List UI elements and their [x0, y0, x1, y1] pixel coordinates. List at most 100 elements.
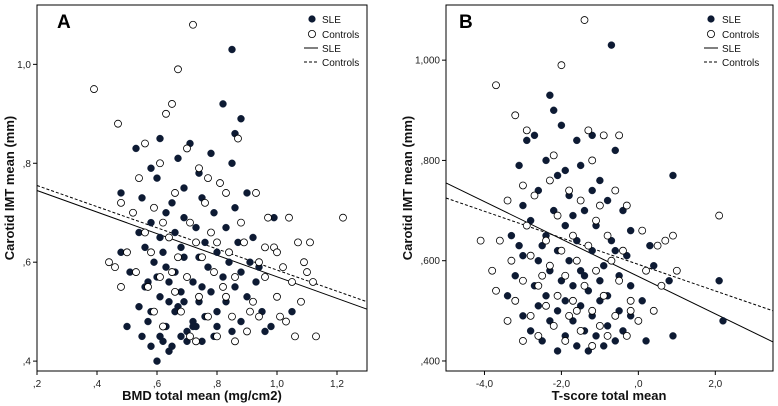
legend-b-sle-marker [707, 15, 715, 23]
point-controls-a [144, 283, 152, 291]
point-controls-a [168, 100, 176, 108]
point-sle-b [611, 246, 619, 255]
y-tick-label-b: ,400 [421, 356, 441, 367]
point-controls-b [592, 216, 600, 225]
point-sle-a [138, 332, 146, 341]
point-sle-b [638, 297, 646, 305]
point-sle-b [646, 241, 654, 250]
point-sle-a [138, 194, 146, 202]
legend-a: SLE Controls SLE Controls [304, 15, 359, 69]
point-sle-a [156, 332, 164, 341]
point-controls-a [294, 238, 302, 247]
point-sle-b [603, 322, 612, 330]
point-sle-a [147, 218, 155, 227]
point-sle-b [515, 241, 523, 250]
point-sle-b [553, 307, 562, 315]
legend-b-controls-fit-label: Controls [722, 58, 759, 69]
point-controls-a [174, 253, 182, 262]
point-controls-a [204, 174, 212, 183]
point-controls-a [234, 134, 242, 143]
point-sle-a [261, 327, 269, 336]
x-axis-title-b: T-score total mean [552, 388, 667, 403]
point-sle-a [198, 283, 206, 291]
y-tick-label-a: ,8 [23, 159, 32, 170]
point-sle-b [519, 312, 527, 320]
point-controls-b [580, 281, 589, 290]
point-controls-a [222, 189, 230, 197]
point-sle-a [192, 223, 200, 232]
point-controls-b [638, 226, 647, 235]
point-controls-b [584, 241, 593, 250]
point-controls-a [231, 337, 239, 346]
point-sle-b [665, 277, 673, 285]
point-sle-b [573, 342, 581, 350]
point-sle-b [588, 186, 596, 195]
point-controls-b [603, 332, 612, 340]
point-controls-b [572, 256, 581, 265]
point-controls-a [246, 307, 254, 316]
point-controls-a [231, 273, 239, 281]
legend-b-sle-label: SLE [722, 15, 741, 26]
point-sle-a [246, 258, 254, 266]
point-sle-b [542, 156, 550, 165]
point-sle-a [174, 154, 182, 163]
x-tick-label-a: 1,0 [270, 379, 284, 390]
point-controls-a [213, 332, 221, 341]
point-controls-a [159, 322, 167, 331]
point-sle-a [162, 209, 170, 217]
point-sle-b [626, 226, 635, 235]
point-sle-a [117, 189, 125, 197]
point-sle-b [569, 282, 577, 290]
point-controls-b [653, 241, 662, 250]
point-sle-a [132, 144, 140, 153]
point-sle-b [542, 292, 550, 300]
point-controls-b [611, 186, 620, 195]
y-tick-label-a: ,6 [23, 258, 32, 269]
point-controls-a [186, 218, 194, 227]
point-sle-a [135, 303, 143, 311]
y-tick-label-a: 1,0 [17, 60, 31, 71]
point-controls-a [216, 179, 224, 187]
point-sle-a [177, 243, 185, 252]
point-sle-a [201, 238, 209, 247]
point-controls-a [189, 20, 197, 29]
point-sle-a [252, 278, 260, 286]
point-sle-a [159, 248, 167, 256]
point-controls-b [622, 201, 631, 210]
point-sle-a [267, 322, 275, 331]
y-tick-label-b: 1,000 [415, 56, 440, 67]
point-sle-b [523, 136, 531, 145]
point-sle-a [150, 258, 158, 266]
point-controls-a [306, 238, 314, 247]
point-controls-a [129, 208, 137, 217]
fit-line-controls-b [445, 197, 774, 312]
point-sle-b [669, 171, 677, 180]
point-controls-b [576, 196, 585, 205]
y-axis-title-b: Carotid IMT mean (mm) [400, 116, 415, 260]
point-sle-a [237, 268, 245, 276]
point-sle-b [569, 211, 577, 220]
point-sle-a [288, 307, 296, 316]
point-controls-a [309, 278, 317, 286]
point-controls-a [117, 198, 125, 207]
point-controls-a [225, 248, 233, 257]
point-controls-b [542, 301, 550, 310]
point-controls-b [503, 316, 512, 325]
legend-a-sle-label: SLE [322, 15, 341, 26]
point-controls-b [522, 126, 531, 135]
point-controls-a [273, 292, 281, 301]
point-controls-b [622, 332, 631, 340]
point-controls-b [542, 236, 550, 245]
point-controls-b [669, 231, 677, 240]
point-controls-b [565, 186, 574, 195]
legend-a-controls-marker [307, 29, 316, 38]
y-tick-label-a: ,4 [23, 357, 32, 368]
point-controls-b [545, 176, 554, 185]
legend-b-controls-label: Controls [722, 30, 759, 41]
point-sle-a [207, 149, 215, 158]
point-sle-a [219, 100, 227, 108]
point-controls-b [615, 276, 624, 285]
point-sle-b [607, 41, 616, 49]
legend-a-controls-label: Controls [322, 30, 359, 41]
point-sle-b [550, 106, 558, 114]
